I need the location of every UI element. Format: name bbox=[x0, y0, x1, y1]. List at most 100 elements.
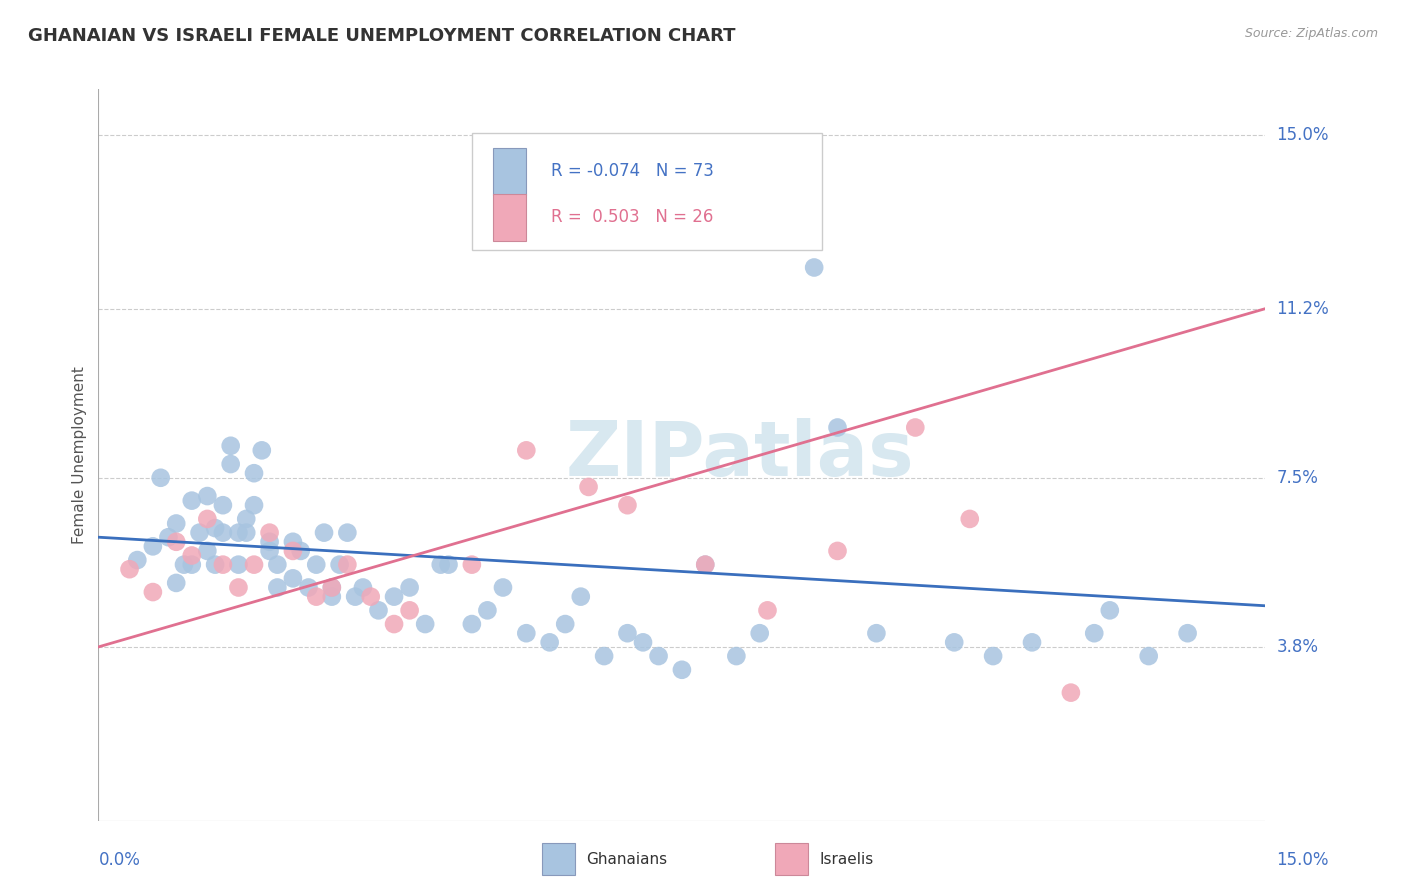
Bar bbox=[775, 843, 808, 876]
Point bbox=[266, 558, 288, 572]
Point bbox=[329, 558, 352, 572]
Bar bbox=[494, 194, 526, 242]
Point bbox=[281, 571, 304, 585]
Point bbox=[647, 649, 669, 664]
Point bbox=[149, 471, 172, 485]
Text: R =  0.503   N = 26: R = 0.503 N = 26 bbox=[551, 208, 714, 227]
Point bbox=[352, 581, 374, 595]
Point bbox=[204, 558, 226, 572]
Text: Source: ZipAtlas.com: Source: ZipAtlas.com bbox=[1244, 27, 1378, 40]
Point bbox=[344, 590, 367, 604]
Point bbox=[243, 466, 266, 480]
Text: 3.8%: 3.8% bbox=[1277, 638, 1319, 656]
Point bbox=[195, 512, 218, 526]
Text: GHANAIAN VS ISRAELI FEMALE UNEMPLOYMENT CORRELATION CHART: GHANAIAN VS ISRAELI FEMALE UNEMPLOYMENT … bbox=[28, 27, 735, 45]
Point bbox=[219, 439, 242, 453]
Point bbox=[772, 169, 794, 183]
Point bbox=[321, 590, 343, 604]
Point bbox=[554, 617, 576, 632]
Point bbox=[593, 649, 616, 664]
Point bbox=[188, 525, 211, 540]
Text: 0.0%: 0.0% bbox=[98, 851, 141, 869]
Point bbox=[959, 512, 981, 526]
Point bbox=[671, 663, 693, 677]
Point bbox=[165, 516, 187, 531]
Point bbox=[142, 585, 165, 599]
Point bbox=[212, 558, 235, 572]
Point bbox=[413, 617, 436, 632]
Point bbox=[180, 558, 202, 572]
Text: ZIPatlas: ZIPatlas bbox=[567, 418, 914, 491]
Point bbox=[259, 525, 281, 540]
Text: R = -0.074   N = 73: R = -0.074 N = 73 bbox=[551, 162, 714, 180]
Point bbox=[367, 603, 389, 617]
Point bbox=[1098, 603, 1121, 617]
Point bbox=[312, 525, 335, 540]
Point bbox=[290, 544, 312, 558]
Point bbox=[1021, 635, 1043, 649]
Point bbox=[235, 512, 257, 526]
Point bbox=[228, 525, 250, 540]
Bar bbox=[541, 843, 575, 876]
Point bbox=[259, 544, 281, 558]
Point bbox=[616, 626, 638, 640]
Point bbox=[360, 590, 382, 604]
Point bbox=[336, 558, 359, 572]
Point bbox=[127, 553, 149, 567]
Point bbox=[212, 525, 235, 540]
Point bbox=[398, 581, 420, 595]
Point bbox=[461, 558, 484, 572]
Point bbox=[748, 626, 770, 640]
Point bbox=[616, 498, 638, 512]
Point bbox=[437, 558, 460, 572]
Point bbox=[195, 489, 218, 503]
Text: Israelis: Israelis bbox=[820, 852, 875, 867]
Point bbox=[865, 626, 887, 640]
Point bbox=[569, 590, 592, 604]
Point bbox=[204, 521, 226, 535]
Point bbox=[281, 534, 304, 549]
Point bbox=[212, 498, 235, 512]
Point bbox=[281, 544, 304, 558]
Text: 11.2%: 11.2% bbox=[1277, 300, 1329, 318]
Point bbox=[725, 649, 748, 664]
Point bbox=[695, 558, 717, 572]
Point bbox=[305, 590, 328, 604]
Point bbox=[943, 635, 966, 649]
Point bbox=[827, 544, 849, 558]
Point bbox=[219, 457, 242, 471]
Point bbox=[429, 558, 451, 572]
Point bbox=[243, 498, 266, 512]
Point bbox=[398, 603, 420, 617]
Point bbox=[827, 420, 849, 434]
Point bbox=[250, 443, 273, 458]
Point bbox=[142, 539, 165, 553]
Y-axis label: Female Unemployment: Female Unemployment bbox=[72, 366, 87, 544]
Point bbox=[756, 603, 779, 617]
Bar bbox=[494, 148, 526, 195]
Text: Ghanaians: Ghanaians bbox=[586, 852, 668, 867]
Point bbox=[297, 581, 319, 595]
Point bbox=[321, 581, 343, 595]
Point bbox=[157, 530, 180, 544]
Point bbox=[803, 260, 825, 275]
Point bbox=[1083, 626, 1105, 640]
Point bbox=[173, 558, 195, 572]
Text: 15.0%: 15.0% bbox=[1277, 126, 1329, 144]
Point bbox=[321, 581, 343, 595]
Point bbox=[118, 562, 141, 576]
Point bbox=[578, 480, 600, 494]
Point bbox=[180, 493, 202, 508]
Point bbox=[631, 635, 654, 649]
Point bbox=[266, 581, 288, 595]
Point bbox=[336, 525, 359, 540]
Point bbox=[461, 617, 484, 632]
Point bbox=[382, 617, 405, 632]
Point bbox=[228, 558, 250, 572]
Point bbox=[538, 635, 561, 649]
Point bbox=[695, 558, 717, 572]
Point bbox=[382, 590, 405, 604]
Point bbox=[180, 549, 202, 563]
Text: 7.5%: 7.5% bbox=[1277, 469, 1319, 487]
Point bbox=[1060, 685, 1083, 699]
